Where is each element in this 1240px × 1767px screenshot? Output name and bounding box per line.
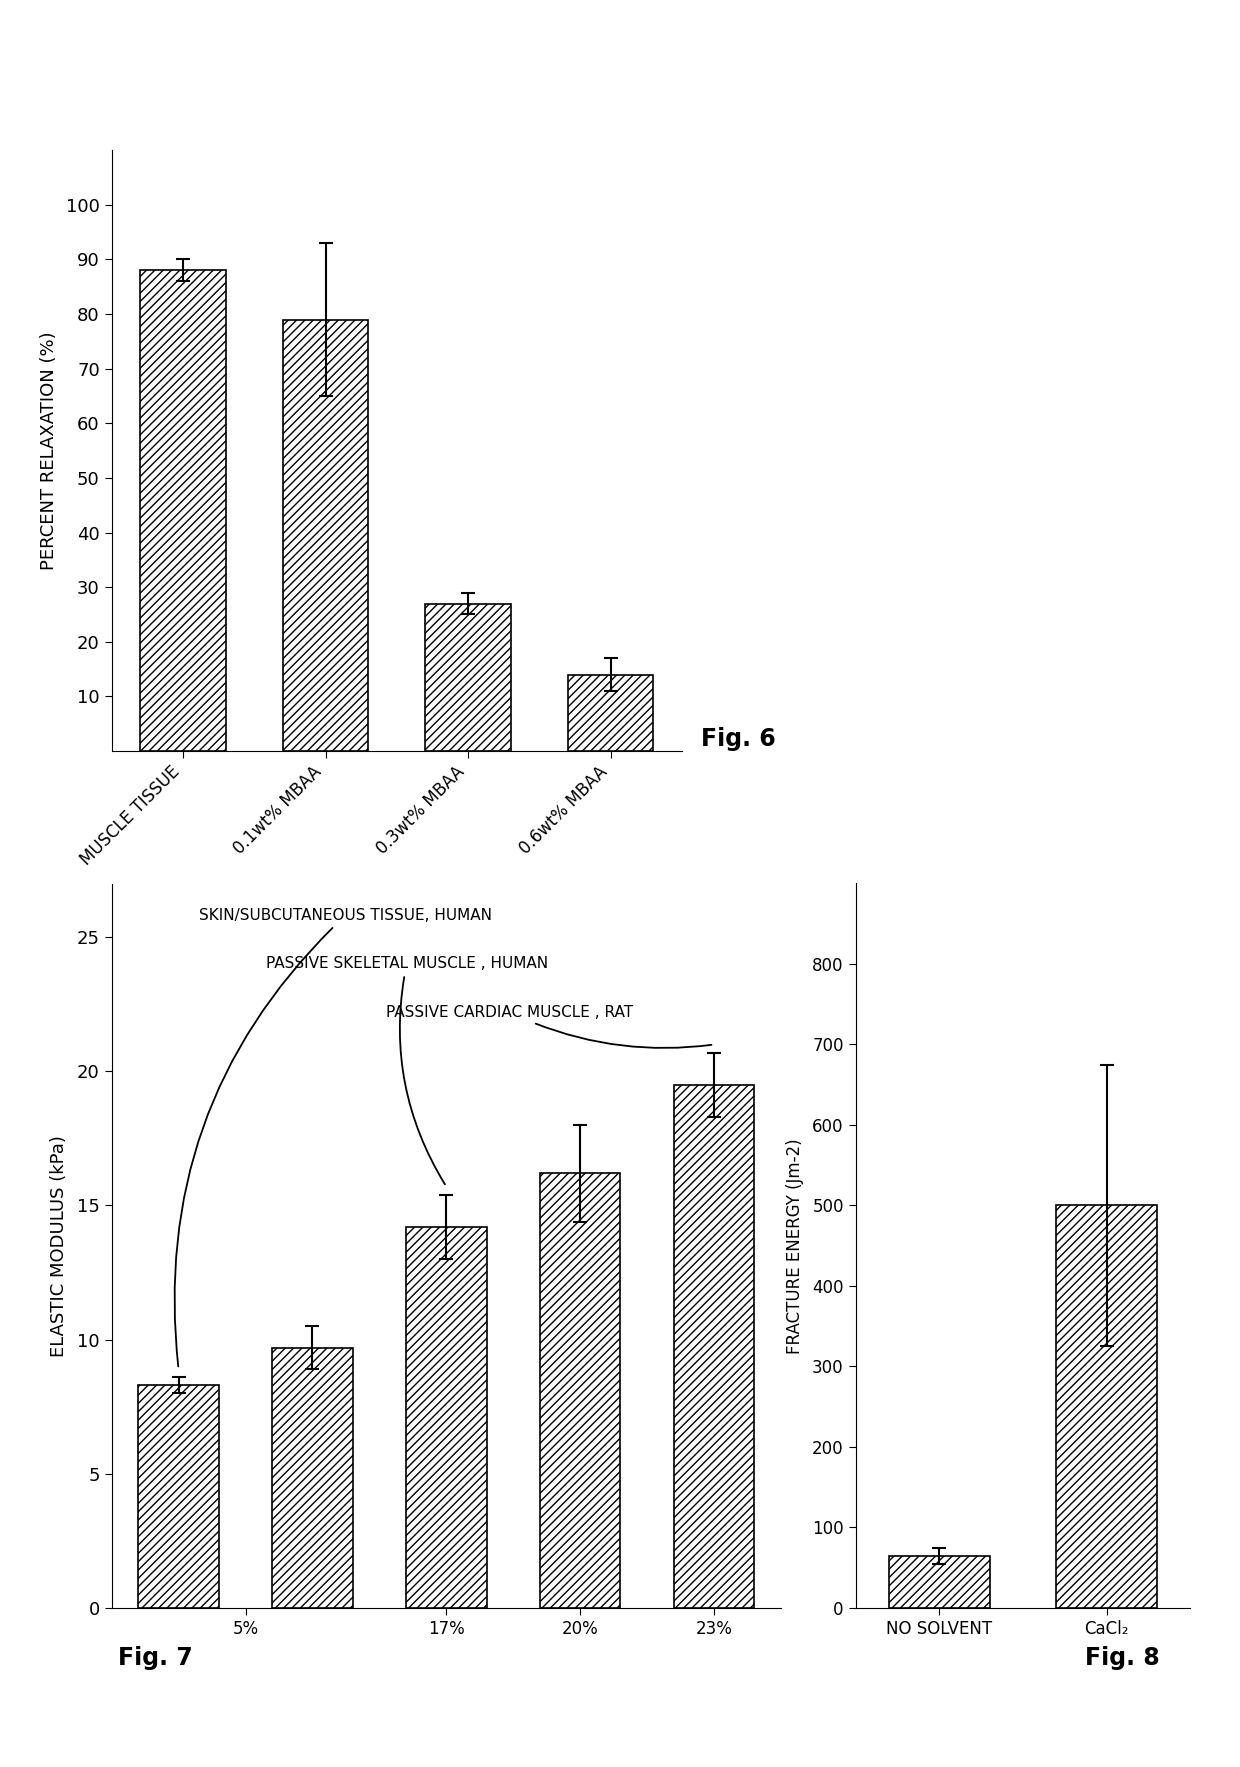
Bar xyxy=(425,604,511,751)
Y-axis label: FRACTURE ENERGY (Jm-2): FRACTURE ENERGY (Jm-2) xyxy=(786,1138,804,1354)
Bar xyxy=(140,270,226,751)
Bar xyxy=(889,1555,990,1608)
Text: Fig. 6: Fig. 6 xyxy=(701,726,775,751)
Bar xyxy=(283,320,368,751)
Y-axis label: PERCENT RELAXATION (%): PERCENT RELAXATION (%) xyxy=(40,330,57,571)
Text: Fig. 8: Fig. 8 xyxy=(1085,1645,1159,1670)
Bar xyxy=(1056,1205,1157,1608)
Bar xyxy=(273,1348,352,1608)
Bar xyxy=(675,1085,754,1608)
Text: PASSIVE CARDIAC MUSCLE , RAT: PASSIVE CARDIAC MUSCLE , RAT xyxy=(386,1005,712,1048)
Bar xyxy=(407,1226,486,1608)
Y-axis label: ELASTIC MODULUS (kPa): ELASTIC MODULUS (kPa) xyxy=(51,1134,68,1357)
Text: PASSIVE SKELETAL MUSCLE , HUMAN: PASSIVE SKELETAL MUSCLE , HUMAN xyxy=(265,956,548,1184)
Text: SKIN/SUBCUTANEOUS TISSUE, HUMAN: SKIN/SUBCUTANEOUS TISSUE, HUMAN xyxy=(175,908,491,1366)
Bar xyxy=(541,1173,620,1608)
Bar xyxy=(139,1385,218,1608)
Bar xyxy=(568,675,653,751)
Text: Fig. 7: Fig. 7 xyxy=(118,1645,192,1670)
